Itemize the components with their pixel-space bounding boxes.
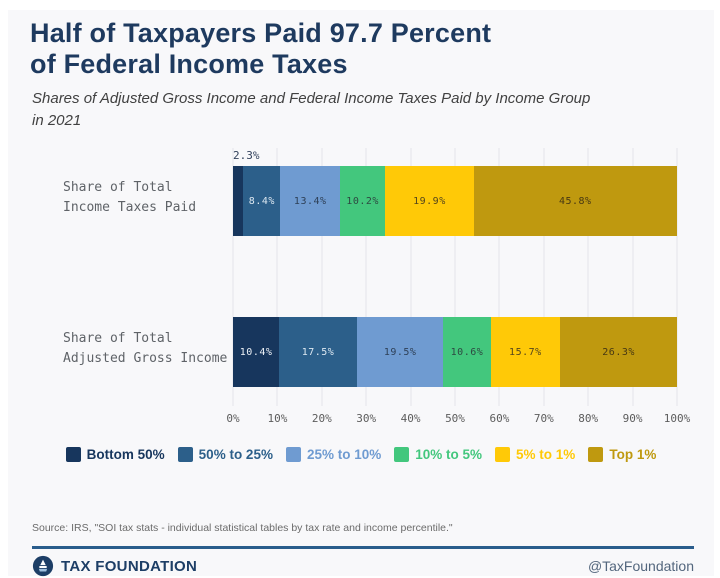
gridline xyxy=(365,148,367,406)
gridline xyxy=(410,148,412,406)
x-tick-label: 90% xyxy=(622,412,643,425)
footer-divider xyxy=(32,546,694,549)
legend-label: 25% to 10% xyxy=(306,447,382,462)
source-note: Source: IRS, "SOI tax stats - individual… xyxy=(32,522,453,534)
gridline xyxy=(676,148,678,406)
legend-label: Bottom 50% xyxy=(86,447,165,462)
x-tick-label: 20% xyxy=(311,412,332,425)
bar-segment: 19.5% xyxy=(356,317,444,387)
bar-segment: 45.8% xyxy=(473,166,677,236)
infographic-card: Half of Taxpayers Paid 97.7 Percent of F… xyxy=(8,10,714,578)
chart-subtitle: Shares of Adjusted Gross Income and Fede… xyxy=(32,90,591,129)
x-tick-label: 60% xyxy=(489,412,510,425)
legend: Bottom 50% 50% to 25% 25% to 10% 10% to 5% 5… xyxy=(8,447,714,462)
legend-swatch xyxy=(394,447,410,462)
bar-segment-outside-value: 2.3% xyxy=(233,149,260,162)
bar-segment: 19.9% xyxy=(385,166,474,236)
bar-row-income-taxes-paid: 2.3% 8.4% 13.4% 10.2% 19.9% 45.8% xyxy=(233,149,677,236)
bar-segment-value: 17.5% xyxy=(301,346,335,358)
bar-segment-value: 19.9% xyxy=(413,195,446,207)
gridline xyxy=(321,148,323,406)
legend-item: 10% to 5% xyxy=(394,447,482,462)
gridline xyxy=(454,148,456,406)
bar-segment-value: 45.8% xyxy=(558,195,592,207)
legend-label: Top 1% xyxy=(609,447,657,462)
legend-item: 25% to 10% xyxy=(285,447,382,462)
bar-segment: 26.3% xyxy=(560,317,677,387)
bar-segment-value: 15.7% xyxy=(509,346,542,358)
legend-item: 5% to 1% xyxy=(495,447,575,462)
plot-area: 2.3% 8.4% 13.4% 10.2% 19.9% 45.8% 10.4% 17.5% 1… xyxy=(226,148,690,425)
bar-segment-value: 8.4% xyxy=(248,195,275,207)
legend-label: 5% to 1% xyxy=(516,447,576,462)
gridline xyxy=(276,148,278,406)
legend-swatch xyxy=(285,447,301,462)
bar-segment-value: 10.6% xyxy=(450,346,484,358)
gridline xyxy=(498,148,500,406)
social-handle-link[interactable]: @TaxFoundation xyxy=(587,558,694,574)
bar-segment: 17.5% xyxy=(279,317,357,387)
legend-swatch xyxy=(495,447,511,462)
category-label-adjusted-gross-income: Share of Total Adjusted Gross Income xyxy=(63,331,228,367)
x-tick-label: 100% xyxy=(663,412,691,425)
gridline xyxy=(543,148,545,406)
chart-title: Half of Taxpayers Paid 97.7 Percent of F… xyxy=(30,18,492,79)
brand-name: TAX FOUNDATION xyxy=(61,557,198,575)
bar-segment: 13.4% xyxy=(280,166,340,236)
x-tick-label: 40% xyxy=(400,412,421,425)
bar-row-adjusted-gross-income: 10.4% 17.5% 19.5% 10.6% 15.7% 26.3% xyxy=(233,317,677,387)
gridline xyxy=(587,148,589,406)
legend-item: Bottom 50% xyxy=(65,447,165,462)
legend-label: 10% to 5% xyxy=(415,447,483,462)
legend-label: 50% to 25% xyxy=(198,447,273,462)
legend-item: 50% to 25% xyxy=(177,447,273,462)
bar-segment: 10.2% xyxy=(339,166,386,236)
bar-segment: 10.6% xyxy=(443,317,491,387)
legend-swatch xyxy=(65,447,81,462)
bar-segment-value: 10.4% xyxy=(239,346,273,358)
bar-segment: 8.4% xyxy=(243,166,281,236)
bar-segment: 15.7% xyxy=(490,317,561,387)
category-label-income-taxes-paid: Share of Total Income Taxes Paid xyxy=(63,180,197,216)
x-tick-label: 10% xyxy=(267,412,288,425)
legend-swatch xyxy=(177,447,193,462)
x-tick-label: 0% xyxy=(226,412,240,425)
bar-segment-value: 19.5% xyxy=(383,346,417,358)
legend-item: Top 1% xyxy=(588,447,656,462)
x-tick-label: 70% xyxy=(533,412,554,425)
bar-segment xyxy=(233,166,244,236)
legend-swatch xyxy=(588,447,604,462)
gridline xyxy=(232,148,234,406)
bar-segment-value: 26.3% xyxy=(602,346,635,358)
footer-bar: TAX FOUNDATION @TaxFoundation xyxy=(32,554,694,578)
bar-segment-value: 13.4% xyxy=(293,195,327,207)
x-tick-label: 80% xyxy=(578,412,599,425)
x-tick-label: 30% xyxy=(356,412,377,425)
x-tick-label: 50% xyxy=(445,412,465,425)
bar-segment-value: 10.2% xyxy=(346,195,379,207)
bar-segment: 10.4% xyxy=(233,317,280,387)
gridline xyxy=(632,148,634,406)
tax-foundation-logo-icon xyxy=(32,555,54,577)
